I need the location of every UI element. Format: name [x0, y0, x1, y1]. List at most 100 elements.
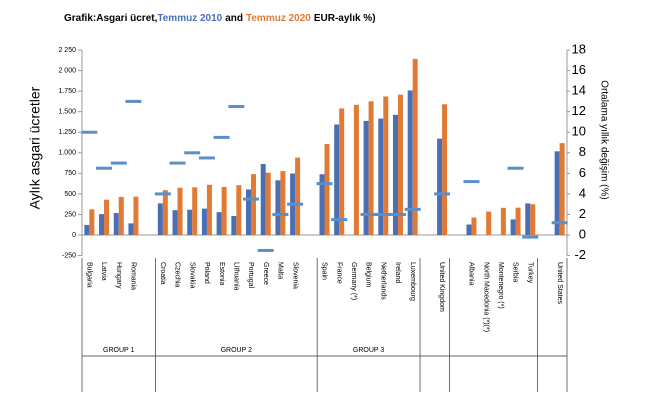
x-tick-label: Luxembourg [409, 262, 416, 301]
change-dash [96, 166, 113, 170]
bar [84, 224, 90, 236]
bar [383, 96, 389, 236]
bar [113, 212, 119, 236]
change-dash [316, 182, 333, 186]
x-tick-label: Turkey [526, 262, 533, 284]
y2-axis-label: Ortalama yıllık değişim (%) [598, 80, 609, 199]
bar [221, 187, 227, 236]
bar [363, 120, 369, 236]
x-tick-label: Germany (*) [350, 262, 357, 300]
x-tick-label: Ireland [394, 262, 401, 284]
group-label: GROUP 3 [353, 347, 384, 354]
x-tick-label: Greece [262, 262, 269, 285]
bar [128, 223, 134, 236]
x-tick-label: Albania [468, 262, 475, 285]
x-tick-label: Estonia [218, 262, 225, 285]
x-tick-label: Serbia [512, 262, 519, 282]
bar [246, 189, 252, 236]
bar [437, 138, 443, 236]
bar [99, 214, 105, 236]
change-dash [110, 161, 127, 165]
bar [510, 219, 516, 236]
y2-tick-label: 10 [572, 124, 586, 139]
bar [89, 209, 95, 236]
y2-tick-label: 6 [579, 165, 586, 180]
x-tick-label: Hungary [115, 262, 122, 289]
change-dash [125, 99, 142, 103]
x-tick-label: Malta [277, 262, 284, 279]
change-dash [434, 192, 451, 196]
bar [177, 187, 183, 236]
bar [172, 210, 178, 236]
change-dash [184, 151, 201, 155]
y-axis-label: Aylık asgari ücretler [27, 86, 43, 209]
change-dash [360, 212, 377, 216]
title-series-2010: Temmuz 2010 [157, 13, 222, 24]
y-tick-label: 500 [64, 191, 76, 198]
change-dash [198, 156, 215, 160]
change-dash [463, 180, 480, 184]
change-dash [551, 221, 568, 225]
change-dash [404, 207, 421, 211]
bar [353, 104, 359, 236]
bar [104, 199, 110, 236]
chart-title: Grafik:Asgari ücret,Temmuz 2010 and Temmuz… [64, 13, 376, 24]
bar [118, 196, 124, 236]
bar [206, 184, 212, 236]
x-tick-label: United States [556, 262, 563, 305]
y2-tick-label: -2 [574, 247, 586, 262]
bar [466, 224, 472, 236]
x-tick-label: Slovakia [188, 262, 195, 289]
bar [162, 190, 168, 236]
y2-tick-label: 4 [579, 185, 586, 200]
change-dash [375, 212, 392, 216]
y2-tick-label: 16 [572, 62, 586, 77]
x-tick-label: Montenegro (*) [497, 262, 504, 309]
bar [236, 185, 242, 236]
bar [231, 215, 237, 236]
x-tick-label: France [335, 262, 342, 284]
bar [251, 174, 257, 236]
x-tick-label: Slovenia [291, 262, 298, 289]
x-tick-label: Portugal [247, 262, 254, 289]
change-dash [257, 248, 274, 252]
title-join: and [225, 13, 243, 24]
change-dash [507, 166, 524, 170]
x-tick-label: Romania [130, 262, 137, 290]
bar [265, 172, 271, 236]
x-tick-label: Spain [321, 262, 328, 280]
x-tick-label: Czechia [174, 262, 181, 287]
bar [412, 58, 418, 236]
change-dash [522, 235, 539, 239]
y-tick-label: 0 [72, 232, 76, 239]
bar [201, 208, 207, 236]
y-tick-label: 1.000 [58, 150, 76, 157]
bar [442, 104, 448, 236]
change-dash [389, 212, 406, 216]
bar [559, 143, 565, 236]
bar [397, 94, 403, 236]
y-tick-label: 750 [64, 170, 76, 177]
title-start: Grafik:Asgari ücret, [64, 13, 158, 24]
bar [187, 209, 193, 236]
bar [339, 108, 345, 236]
change-dash [81, 130, 98, 134]
y-tick-label: 2 250 [58, 47, 76, 54]
y-tick-label: 1.500 [58, 109, 76, 116]
change-dash [243, 197, 260, 201]
bar [324, 143, 330, 236]
y-tick-label: -250 [62, 252, 76, 259]
bar [392, 114, 398, 236]
y2-tick-label: 2 [579, 206, 586, 221]
change-dash [213, 135, 230, 139]
change-dash [228, 105, 245, 109]
bar [157, 203, 163, 236]
y2-tick-label: 14 [572, 83, 586, 98]
x-tick-label: Netherlands [379, 262, 386, 300]
bar [275, 180, 281, 236]
bar [216, 212, 222, 236]
x-tick-label: Poland [203, 262, 210, 284]
x-tick-label: Lithuania [232, 262, 239, 291]
y-tick-label: 1.750 [58, 88, 76, 95]
y2-tick-label: 8 [579, 144, 586, 159]
